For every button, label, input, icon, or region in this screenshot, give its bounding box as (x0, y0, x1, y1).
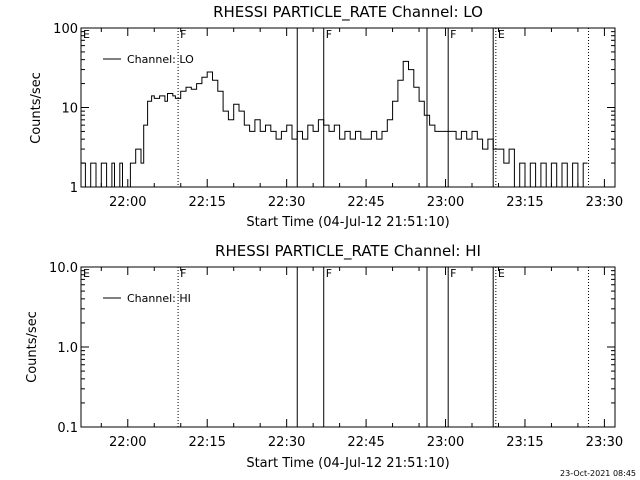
event-marker-label: F (180, 267, 186, 280)
event-marker-label: F (180, 28, 186, 41)
x-tick-label: 22:15 (188, 195, 225, 210)
y-tick-label: 1.0 (57, 341, 78, 356)
y-tick-label: 10.0 (49, 261, 78, 276)
x-tick-label: 23:15 (506, 435, 543, 450)
panel-hi-y-axis-label: Counts/sec (25, 311, 40, 383)
event-marker-label: E (498, 28, 505, 41)
y-tick-label: 100 (53, 22, 78, 37)
event-marker-label: F (326, 267, 332, 280)
event-marker-label: E (83, 28, 90, 41)
x-tick-label: 22:45 (347, 435, 384, 450)
x-tick-label: 22:00 (109, 195, 146, 210)
event-marker-label: F (450, 28, 456, 41)
x-tick-label: 22:30 (268, 435, 305, 450)
x-tick-label: 22:45 (347, 195, 384, 210)
x-tick-label: 23:30 (586, 195, 623, 210)
x-tick-label: 23:30 (586, 435, 623, 450)
event-marker-label: F (326, 28, 332, 41)
panel-lo-y-axis-label: Counts/sec (29, 72, 44, 144)
y-tick-label: 1 (70, 181, 78, 196)
event-marker-label: F (450, 267, 456, 280)
panel-lo-legend-label: Channel: LO (127, 53, 194, 66)
y-tick-label: 0.1 (57, 421, 78, 436)
panel-lo-x-axis-label: Start Time (04-Jul-12 21:51:10) (246, 215, 449, 230)
y-tick-label: 10 (61, 102, 78, 117)
panel-lo-plot-area: 22:00 22:15 22:30 22:45 23:00 23:15 23:30 1 10 10… (53, 22, 623, 210)
panel-hi-legend-label: Channel: HI (127, 292, 191, 305)
x-tick-label: 22:15 (188, 435, 225, 450)
series-line-lo (81, 60, 588, 188)
x-tick-label: 22:00 (109, 435, 146, 450)
panel-hi-x-axis-label: Start Time (04-Jul-12 21:51:10) (246, 456, 449, 471)
panel-lo: RHESSI PARTICLE_RATE Channel: LO 22:00 22… (29, 3, 623, 230)
panel-hi-title: RHESSI PARTICLE_RATE Channel: HI (215, 242, 481, 261)
footer-timestamp: 23-Oct-2021 08:45 (560, 469, 636, 478)
panel-hi: RHESSI PARTICLE_RATE Channel: HI 22:00 22… (25, 242, 623, 471)
event-marker-label: E (83, 267, 90, 280)
event-marker-label: E (498, 267, 505, 280)
panel-hi-plot-area: 22:00 22:15 22:30 22:45 23:00 23:15 23:30 0.1 1.… (49, 261, 623, 450)
x-tick-label: 23:15 (506, 195, 543, 210)
x-tick-label: 22:30 (268, 195, 305, 210)
panel-lo-title: RHESSI PARTICLE_RATE Channel: LO (213, 3, 483, 22)
x-tick-label: 23:00 (427, 195, 464, 210)
x-tick-label: 23:00 (427, 435, 464, 450)
